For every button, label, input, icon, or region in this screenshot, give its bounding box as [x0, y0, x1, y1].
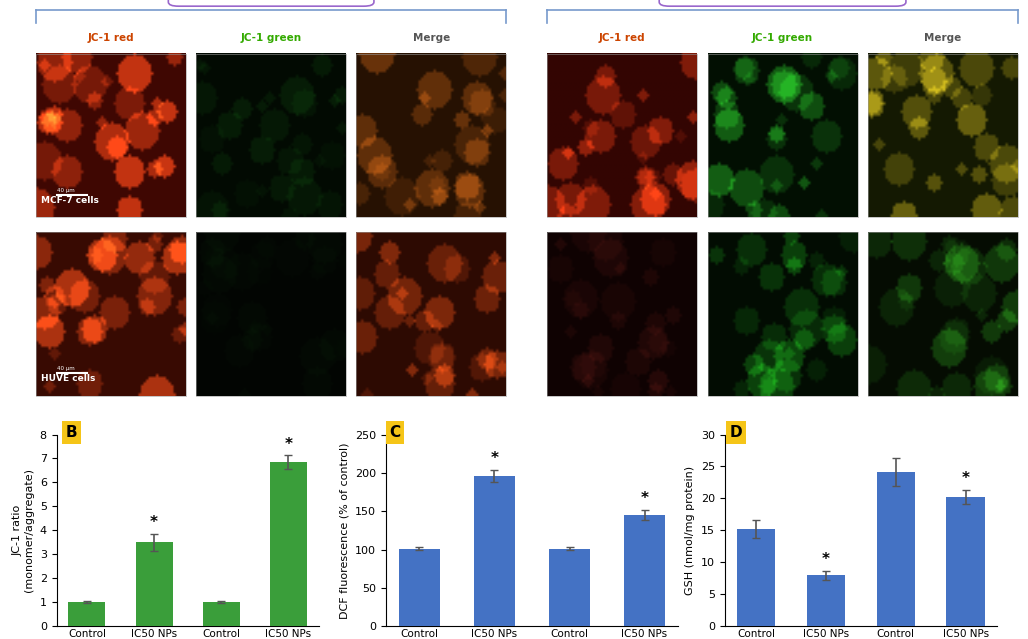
- Bar: [69, 602, 106, 626]
- Text: MCF-7 cells: MCF-7 cells: [41, 196, 99, 205]
- Text: JC-1 green: JC-1 green: [241, 33, 301, 43]
- Text: Merge: Merge: [412, 33, 450, 43]
- Text: JC-1 red: JC-1 red: [87, 33, 135, 43]
- Text: *: *: [961, 472, 969, 486]
- Bar: [547, 232, 697, 396]
- Bar: [136, 543, 173, 626]
- Text: *: *: [285, 436, 292, 452]
- Bar: [624, 515, 665, 626]
- Text: D: D: [730, 425, 742, 440]
- Text: HUVE cells: HUVE cells: [41, 374, 96, 383]
- Text: *: *: [640, 491, 649, 506]
- Bar: [868, 54, 1018, 217]
- FancyBboxPatch shape: [659, 0, 906, 6]
- Bar: [877, 472, 915, 626]
- Text: JC-1 green: JC-1 green: [752, 33, 813, 43]
- Bar: [547, 54, 697, 217]
- Bar: [707, 54, 857, 217]
- Bar: [947, 497, 985, 626]
- Bar: [269, 462, 306, 626]
- Bar: [549, 549, 590, 626]
- Text: B: B: [66, 425, 77, 440]
- Bar: [196, 54, 346, 217]
- Text: 40 µm: 40 µm: [57, 366, 74, 371]
- Text: C: C: [390, 425, 401, 440]
- Bar: [807, 575, 845, 626]
- Text: *: *: [822, 552, 830, 567]
- Bar: [36, 54, 186, 217]
- Text: Merge: Merge: [924, 33, 961, 43]
- Bar: [474, 476, 515, 626]
- Bar: [357, 54, 506, 217]
- Bar: [36, 232, 186, 396]
- Text: *: *: [150, 515, 158, 530]
- Bar: [868, 232, 1018, 396]
- Text: 40 µm: 40 µm: [57, 188, 74, 193]
- Bar: [399, 549, 440, 626]
- Bar: [196, 232, 346, 396]
- Bar: [707, 232, 857, 396]
- Bar: [357, 232, 506, 396]
- Y-axis label: JC-1 ratio
(monomer/aggregate): JC-1 ratio (monomer/aggregate): [12, 468, 34, 592]
- Y-axis label: DCF fluorescence (% of control): DCF fluorescence (% of control): [339, 442, 350, 619]
- Text: *: *: [490, 451, 499, 466]
- Bar: [203, 602, 240, 626]
- Text: JC-1 red: JC-1 red: [599, 33, 646, 43]
- FancyBboxPatch shape: [169, 0, 374, 6]
- Y-axis label: GSH (nmol/mg protein): GSH (nmol/mg protein): [686, 466, 695, 595]
- Bar: [737, 529, 775, 626]
